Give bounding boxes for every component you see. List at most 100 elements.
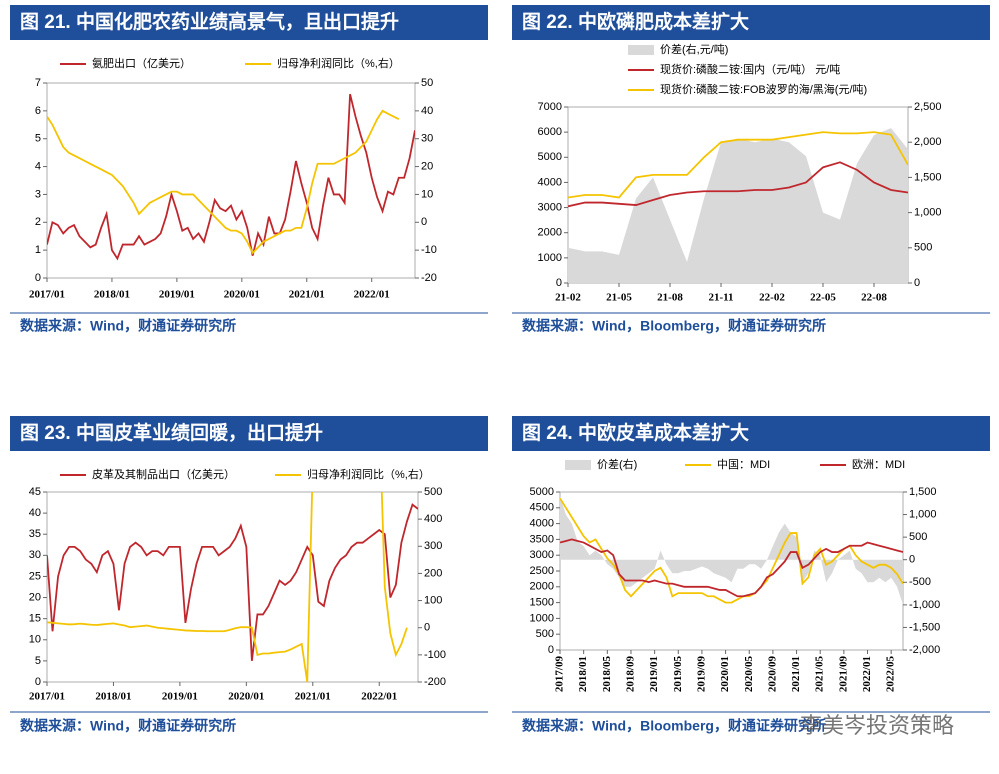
y2-tick-label: -100 bbox=[424, 649, 446, 661]
x-tick-label: 2017/09 bbox=[554, 656, 566, 693]
area bbox=[568, 128, 908, 283]
watermark: 李美岑投资策略 bbox=[800, 713, 954, 738]
x-tick-label: 22-02 bbox=[759, 292, 785, 304]
source: 数据来源：Wind，Bloomberg，财通证券研究所 bbox=[522, 718, 826, 734]
x-tick-label: 22-08 bbox=[861, 292, 887, 304]
legend-label: 价差(右) bbox=[597, 457, 637, 471]
y-tick-label: 40 bbox=[29, 507, 41, 519]
y2-tick-label: 50 bbox=[421, 77, 433, 89]
y-tick-label: 15 bbox=[29, 613, 41, 625]
y-tick-label: 6 bbox=[35, 105, 41, 117]
x-tick-label: 2021/09 bbox=[837, 656, 849, 693]
legend-label: 现货价:磷酸二铵:FOB波罗的海/黑海(元/吨) bbox=[660, 82, 867, 96]
x-tick-label: 2021/05 bbox=[814, 656, 826, 693]
line bbox=[568, 161, 908, 208]
y2-tick-label: 500 bbox=[914, 242, 932, 254]
plot bbox=[560, 496, 903, 605]
y-tick-label: 5000 bbox=[530, 486, 554, 498]
legend-label: 归母净利润同比（%,右） bbox=[277, 56, 400, 70]
x-tick-label: 2018/09 bbox=[624, 656, 636, 693]
x-tick-label: 21-05 bbox=[606, 292, 632, 304]
y-tick-label: 30 bbox=[29, 549, 41, 561]
y2-tick-label: 2,000 bbox=[914, 136, 942, 148]
line bbox=[47, 492, 408, 682]
y-tick-label: 0 bbox=[556, 277, 562, 289]
y-tick-label: 2 bbox=[35, 216, 41, 228]
x-tick-label: 2019/09 bbox=[695, 656, 707, 693]
y-tick-label: 4 bbox=[35, 160, 41, 172]
legend-label: 欧洲：MDI bbox=[852, 458, 905, 471]
legend-label: 价差(右,元/吨) bbox=[660, 42, 728, 56]
plot bbox=[568, 128, 908, 283]
y2-tick-label: 300 bbox=[424, 540, 442, 552]
y-tick-label: 25 bbox=[29, 570, 41, 582]
chart-title: 图 22. 中欧磷肥成本差扩大 bbox=[522, 10, 749, 33]
x-tick-label: 2021/01 bbox=[295, 691, 331, 703]
y2-tick-label: 30 bbox=[421, 133, 433, 145]
legend-label: 中国：MDI bbox=[717, 458, 770, 471]
line bbox=[560, 497, 903, 604]
y2-tick-label: -10 bbox=[421, 244, 437, 256]
y2-tick-label: 1,000 bbox=[909, 508, 937, 520]
y-tick-label: 4000 bbox=[530, 518, 554, 530]
y2-tick-label: 1,000 bbox=[914, 207, 942, 219]
y-tick-label: 2500 bbox=[530, 565, 554, 577]
x-tick-label: 2022/01 bbox=[354, 289, 390, 301]
y-tick-label: 500 bbox=[536, 628, 554, 640]
legend-label: 现货价:磷酸二铵:国内（元/吨） 元/吨 bbox=[660, 62, 840, 76]
x-tick-label: 2019/01 bbox=[159, 289, 195, 301]
y2-tick-label: 1,500 bbox=[914, 171, 942, 183]
y-tick-label: 3 bbox=[35, 188, 41, 200]
y2-tick-label: 100 bbox=[424, 594, 442, 606]
y2-tick-label: -20 bbox=[421, 272, 437, 284]
y-tick-label: 2000 bbox=[530, 581, 554, 593]
y-tick-label: 20 bbox=[29, 591, 41, 603]
y2-tick-label: 0 bbox=[424, 622, 430, 634]
y2-tick-label: -1,500 bbox=[909, 621, 940, 633]
y2-tick-label: -2,000 bbox=[909, 644, 940, 656]
y-tick-label: 35 bbox=[29, 528, 41, 540]
y2-tick-label: -1,000 bbox=[909, 599, 940, 611]
x-tick-label: 2022/01 bbox=[861, 656, 873, 692]
chart-title: 图 23. 中国皮革业绩回暖，出口提升 bbox=[20, 421, 323, 444]
line bbox=[568, 131, 908, 199]
y-tick-label: 10 bbox=[29, 634, 41, 646]
legend-swatch bbox=[628, 45, 654, 55]
plot bbox=[47, 93, 415, 261]
y2-tick-label: 500 bbox=[909, 531, 927, 543]
y-tick-label: 0 bbox=[548, 644, 554, 656]
x-tick-label: 2018/01 bbox=[577, 656, 589, 692]
legend-label: 皮革及其制品出口（亿美元） bbox=[92, 467, 235, 481]
source: 数据来源：Wind，Bloomberg，财通证券研究所 bbox=[522, 318, 826, 334]
legend-label: 归母净利润同比（%,右） bbox=[307, 467, 430, 481]
header-bar bbox=[10, 416, 488, 451]
y-tick-label: 4500 bbox=[530, 502, 554, 514]
x-tick-label: 2020/01 bbox=[224, 289, 260, 301]
y-tick-label: 5000 bbox=[538, 151, 562, 163]
y-tick-label: 5 bbox=[35, 655, 41, 667]
x-tick-label: 2022/01 bbox=[361, 691, 397, 703]
y2-tick-label: 20 bbox=[421, 160, 433, 172]
y2-tick-label: 10 bbox=[421, 188, 433, 200]
line bbox=[560, 538, 903, 598]
y-tick-label: 1000 bbox=[538, 252, 562, 264]
x-tick-label: 2020/01 bbox=[228, 691, 264, 703]
y2-tick-label: 500 bbox=[424, 486, 442, 498]
x-tick-label: 22-05 bbox=[810, 292, 836, 304]
x-tick-label: 2019/01 bbox=[648, 656, 660, 692]
source: 数据来源：Wind，财通证券研究所 bbox=[20, 718, 236, 734]
y-tick-label: 3000 bbox=[538, 201, 562, 213]
y2-tick-label: -500 bbox=[909, 576, 931, 588]
y2-tick-label: -200 bbox=[424, 676, 446, 688]
y-tick-label: 1 bbox=[35, 244, 41, 256]
x-tick-label: 2018/05 bbox=[601, 656, 613, 693]
y-tick-label: 7 bbox=[35, 77, 41, 89]
legend-swatch bbox=[565, 460, 591, 470]
x-tick-label: 2018/01 bbox=[94, 289, 130, 301]
chart-title: 图 24. 中欧皮革成本差扩大 bbox=[522, 421, 749, 444]
x-tick-label: 2021/01 bbox=[790, 656, 802, 692]
y2-tick-label: 0 bbox=[421, 216, 427, 228]
y2-tick-label: 400 bbox=[424, 513, 442, 525]
y2-tick-label: 0 bbox=[914, 277, 920, 289]
